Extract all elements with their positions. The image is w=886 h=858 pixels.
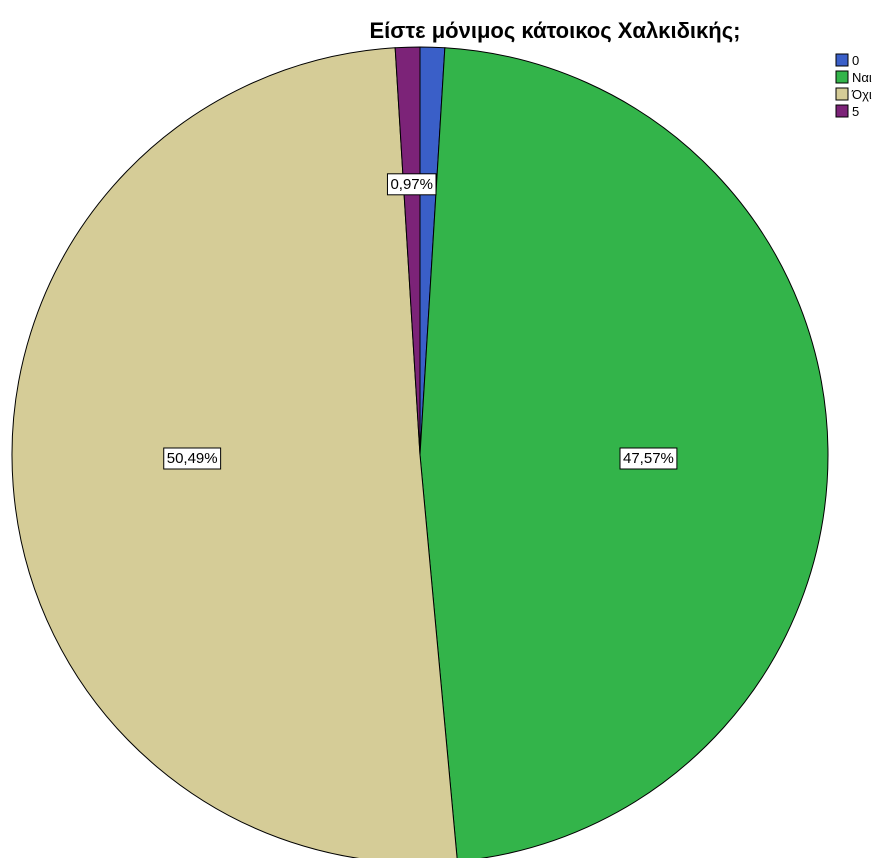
pie-data-labels: 47,57% 50,49% 0,97% — [163, 173, 678, 470]
data-label-text: 0,97% — [390, 176, 433, 193]
chart-title: Είστε μόνιμος κάτοικος Χαλκιδικής; — [370, 18, 741, 43]
pie-slice-3 — [394, 46, 421, 456]
legend-label-1: Ναι — [852, 70, 872, 85]
data-label-box — [386, 173, 437, 196]
data-label-1: 47,57% — [619, 447, 678, 470]
data-label-box — [619, 447, 678, 470]
legend-swatch-3 — [835, 104, 849, 118]
pie-slices — [11, 46, 829, 858]
legend-swatch-1 — [835, 70, 849, 84]
legend-swatch-2 — [835, 87, 849, 101]
legend-label-2: Όχι — [851, 87, 872, 102]
legend-label-0: 0 — [852, 53, 859, 68]
data-label-2: 50,49% — [163, 447, 222, 470]
data-label-3: 0,97% — [386, 173, 437, 196]
legend-swatch-0 — [835, 53, 849, 67]
data-label-text: 47,57% — [623, 450, 674, 467]
legend-label-3: 5 — [852, 104, 859, 119]
legend: 0 Ναι Όχι 5 — [835, 53, 872, 119]
pie-slice-2 — [11, 47, 458, 858]
data-label-box — [163, 447, 222, 470]
data-label-text: 50,49% — [167, 450, 218, 467]
